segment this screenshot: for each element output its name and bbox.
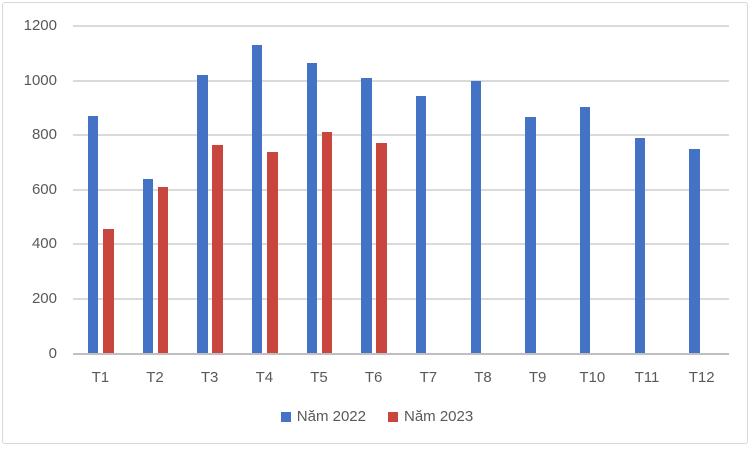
gridline-1200 [73,25,729,27]
x-axis-label-t1: T1 [91,369,110,386]
legend-item-nam-2023: Năm 2023 [388,408,473,426]
bar-nam-2023-t4 [267,151,278,354]
x-axis-label-t2: T2 [146,369,164,386]
legend-swatch-nam-2023 [388,412,398,422]
bar-nam-2023-t3 [212,144,223,354]
y-axis-label-400: 400 [31,235,57,253]
y-axis-label-800: 800 [31,126,57,144]
legend-item-nam-2022: Năm 2022 [280,408,366,426]
x-axis-label-t5: T5 [310,369,328,386]
bar-nam-2023-t1 [103,229,114,354]
gridline-200 [73,297,729,300]
x-axis-line [73,352,729,355]
bar-nam-2022-t7 [415,95,427,354]
x-axis-label-t4: T4 [255,369,274,386]
bar-nam-2022-t4 [251,45,263,354]
y-axis-label-0: 0 [48,344,57,362]
x-axis-label-t6: T6 [364,369,383,386]
legend-label-nam-2023: Năm 2023 [404,408,474,425]
x-axis-label-t7: T7 [419,369,438,386]
bar-nam-2023-t5 [321,132,333,354]
x-axis-label-t9: T9 [528,369,547,386]
gridline-400 [73,243,729,246]
y-axis-label-1200: 1200 [23,17,57,34]
bar-nam-2022-t1 [87,116,99,354]
bar-nam-2022-t9 [525,117,536,354]
legend-label-nam-2022: Năm 2022 [296,408,366,425]
bar-nam-2023-t2 [157,187,169,354]
gridline-600 [73,188,729,191]
legend: Năm 2022 Năm 2023 [0,408,754,426]
x-axis-label-t10: T10 [579,369,606,386]
gridline-1000 [73,79,729,82]
chart-frame-border [2,2,748,444]
legend-swatch-nam-2022 [280,412,291,422]
y-axis-label-200: 200 [31,289,57,307]
x-axis-label-t3: T3 [200,369,219,386]
bar-nam-2023-t6 [376,143,387,354]
bar-nam-2022-t11 [634,137,645,354]
y-axis-label-1000: 1000 [23,71,57,89]
bar-nam-2022-t2 [142,178,153,354]
bar-nam-2022-t10 [579,106,591,354]
y-axis-label-600: 600 [31,180,57,198]
gridline-800 [73,134,729,137]
x-axis-label-t11: T11 [634,369,660,386]
bar-nam-2022-t8 [470,80,481,354]
bar-nam-2022-t6 [361,77,372,354]
bar-nam-2022-t5 [306,62,317,354]
bar-nam-2022-t3 [197,75,208,354]
bar-nam-2022-t12 [689,148,700,354]
x-axis-label-t8: T8 [474,369,492,386]
x-axis-label-t12: T12 [688,369,715,386]
